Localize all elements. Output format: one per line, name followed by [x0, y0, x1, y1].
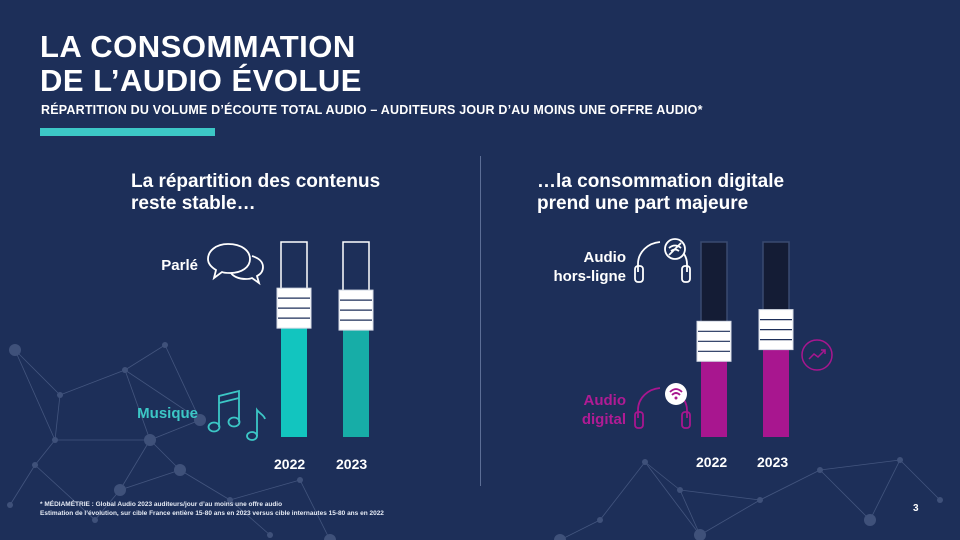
right-panel-heading: …la consommation digitale prend une part…	[537, 171, 784, 215]
left-year-2022: 2022	[274, 456, 306, 472]
label-musique: Musique	[137, 405, 198, 422]
panel-divider	[480, 156, 481, 486]
left-heading-line1: La répartition des contenus	[131, 171, 381, 192]
page-title-line2: DE L’AUDIO ÉVOLUE	[40, 63, 362, 98]
right-bottom-bar-2022	[701, 347, 727, 437]
page-number: 3	[913, 503, 919, 514]
label-digital-line1: Audio	[583, 392, 627, 409]
left-stacked-bar-chart	[276, 241, 374, 437]
left-slider-knob-2022	[276, 287, 312, 329]
speech-bubbles-icon	[207, 243, 264, 286]
right-year-2022: 2022	[696, 454, 728, 470]
headphones-offline-icon	[634, 238, 691, 283]
right-slider-knob-2023	[758, 309, 794, 351]
right-heading-line2: prend une part majeure	[537, 193, 749, 214]
right-slider-knob-2022	[696, 320, 732, 362]
page-title: LA CONSOMMATION DE L’AUDIO ÉVOLUE	[40, 30, 362, 98]
trend-up-icon	[801, 339, 833, 371]
left-slider-knob-2023	[338, 289, 374, 331]
headphones-wifi-icon	[634, 383, 691, 429]
left-panel-heading: La répartition des contenus reste stable…	[131, 171, 380, 215]
label-digital-line2: digital	[581, 411, 626, 428]
label-audio-digital: Audio digital	[540, 391, 626, 429]
page-subtitle: RÉPARTITION DU VOLUME D’ÉCOUTE TOTAL AUD…	[41, 103, 703, 117]
right-bottom-bar-2023	[763, 335, 789, 437]
right-year-2023: 2023	[757, 454, 789, 470]
label-hors-ligne-line2: hors-ligne	[553, 268, 626, 285]
left-heading-line2: reste stable…	[131, 193, 256, 214]
footnote-line1: * MÉDIAMÉTRIE : Global Audio 2023 audite…	[40, 501, 283, 508]
label-hors-ligne-line1: Audio	[583, 249, 627, 266]
left-bottom-bar-2023	[343, 316, 369, 437]
page-title-line1: LA CONSOMMATION	[40, 29, 356, 64]
footnote: * MÉDIAMÉTRIE : Global Audio 2023 audite…	[40, 500, 384, 518]
music-notes-icon	[207, 389, 266, 441]
right-stacked-bar-chart	[696, 241, 794, 437]
right-heading-line1: …la consommation digitale	[537, 171, 785, 192]
left-bottom-bar-2022	[281, 314, 307, 437]
footnote-line2: Estimation de l’évolution, sur cible Fra…	[40, 510, 384, 517]
accent-bar	[40, 128, 215, 136]
label-audio-hors-ligne: Audio hors-ligne	[540, 248, 626, 286]
left-year-2023: 2023	[336, 456, 368, 472]
label-parle: Parlé	[161, 257, 198, 274]
